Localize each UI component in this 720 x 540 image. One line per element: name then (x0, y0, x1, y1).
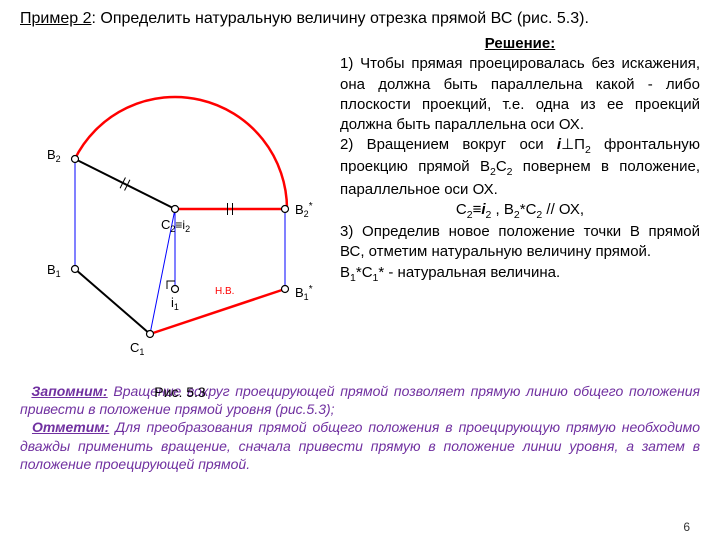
para2: 2) Вращением вокруг оси i⊥П2 фронтальную… (340, 135, 700, 200)
footer-para2: Отметим: Для преобразования прямой общег… (20, 418, 700, 473)
svg-text:В1: В1 (47, 262, 61, 279)
svg-text:Н.В.: Н.В. (215, 286, 234, 297)
page-number: 6 (683, 520, 690, 534)
para1: 1) Чтобы прямая проецировалась без искаж… (340, 54, 700, 135)
svg-text:В2*: В2* (295, 201, 313, 219)
diagram-panel: В2С2≡i2В2*В1i1В1*С1Н.В. Рис. 5.3 (20, 34, 340, 374)
svg-text:В2: В2 (47, 147, 61, 164)
svg-text:i1: i1 (171, 295, 179, 312)
equation-line: С2≡i2 , В2*С2 // ОХ, (340, 200, 700, 222)
svg-text:С1: С1 (130, 340, 144, 357)
para3: 3) Определив новое положение точки В пря… (340, 222, 700, 263)
diagram: В2 С2≡i2 В2* В1 i1 В1* С1 Н.В. (20, 34, 340, 374)
svg-text:В1*: В1* (295, 284, 313, 302)
title-rest: : Определить натуральную величину отрезк… (91, 10, 588, 27)
svg-text:С2≡i2: С2≡i2 (161, 217, 190, 234)
title-prefix: Пример 2 (20, 10, 91, 27)
figure-caption: Рис. 5.3 (20, 384, 340, 400)
para4: В1*С1* - натуральная величина. (340, 263, 700, 285)
solution-text: Решение: 1) Чтобы прямая проецировалась … (340, 34, 700, 374)
solution-header: Решение: (340, 34, 700, 54)
title: Пример 2: Определить натуральную величин… (20, 10, 700, 28)
